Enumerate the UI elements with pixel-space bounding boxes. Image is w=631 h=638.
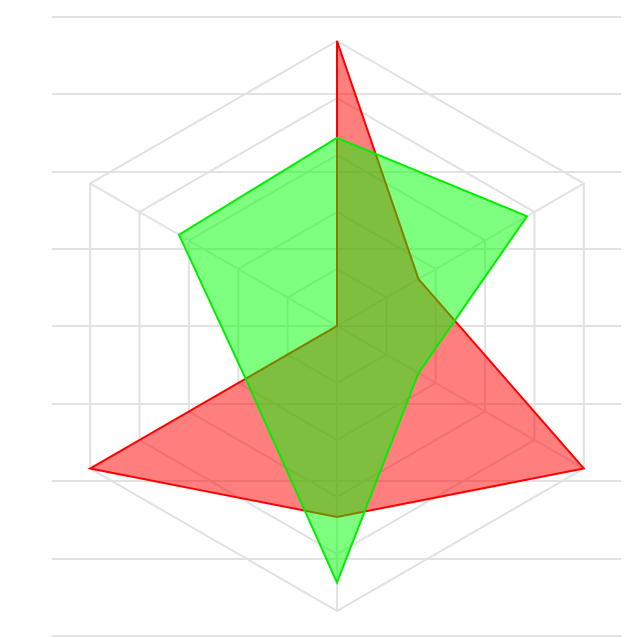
series-2-area [177, 136, 529, 586]
radar-series [87, 40, 586, 586]
